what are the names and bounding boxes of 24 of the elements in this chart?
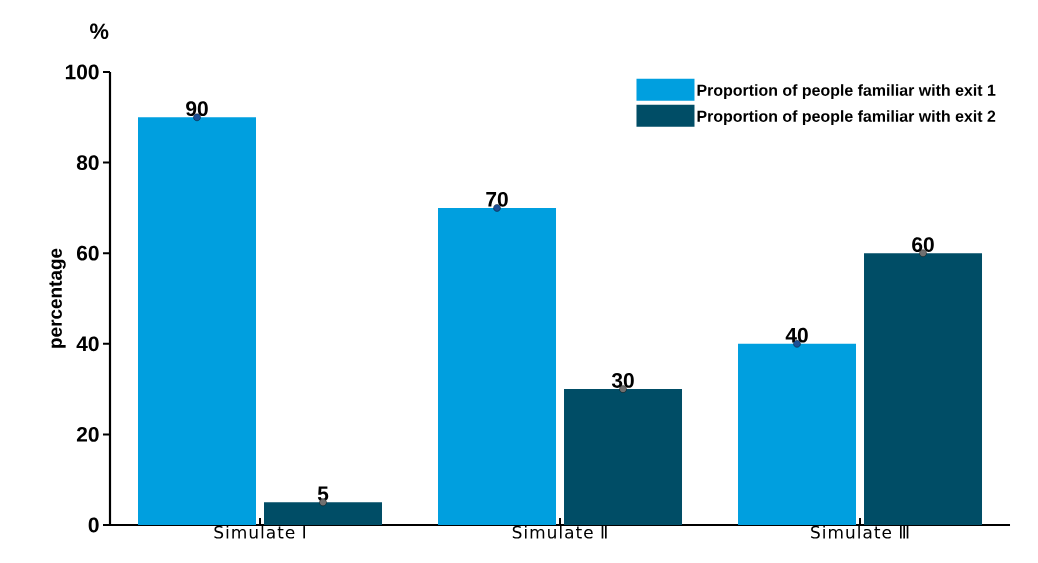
y-tick-label: 100	[65, 64, 99, 80]
text: %	[90, 23, 109, 39]
legend-label: Proportion of people familiar with exit 2	[697, 110, 996, 126]
y-tick-label: 40	[76, 336, 99, 352]
bar	[138, 117, 256, 525]
x-tick-label: Simulate Ⅲ	[811, 525, 909, 539]
y-tick-label: 0	[88, 517, 99, 533]
y-axis-title: percentage	[49, 248, 66, 348]
y-tick-label: 80	[76, 155, 99, 170]
x-tick-label: Simulate Ⅰ	[214, 525, 305, 539]
data-label: 60	[912, 237, 934, 252]
legend-label: Proportion of people familiar with exit 1	[697, 84, 996, 100]
data-label: 40	[785, 327, 808, 343]
bar	[438, 207, 557, 525]
x-tick-label: Simulate Ⅱ	[512, 525, 607, 539]
data-label: 90	[186, 101, 208, 117]
y-tick-label: 60	[76, 245, 99, 261]
y-tick-label: 20	[76, 426, 99, 442]
data-label: 30	[611, 373, 634, 388]
bar	[864, 253, 983, 525]
bar	[564, 389, 683, 525]
bar	[738, 343, 857, 525]
data-label: 70	[486, 191, 508, 207]
bar	[264, 502, 382, 525]
